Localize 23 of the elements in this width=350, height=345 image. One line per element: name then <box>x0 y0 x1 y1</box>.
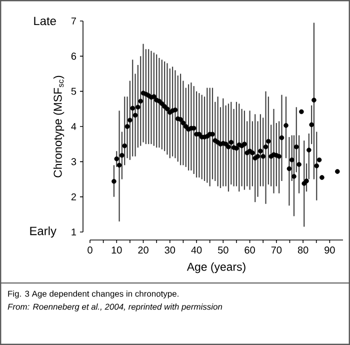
y-tick-label: 6 <box>71 52 76 60</box>
x-tick-label: 70 <box>271 246 282 254</box>
y-tick-label: 1 <box>72 228 76 236</box>
text: Early <box>30 226 56 238</box>
text: From: Roenneberg et al., 2004, reprinted with permission <box>8 304 222 312</box>
x-axis-title: Age (years) <box>186 262 246 274</box>
x-tick-label: 90 <box>324 246 335 254</box>
y-tick-label: 3 <box>71 158 76 166</box>
x-tick-label: 10 <box>112 246 122 254</box>
text: Late <box>34 16 56 26</box>
caption: Fig. 3 Age dependent changes in chronotype. <box>8 290 178 298</box>
y-tick-label: 5 <box>71 88 76 95</box>
y-tick-label: 2 <box>71 193 76 200</box>
x-tick-label: 80 <box>298 246 308 254</box>
x-tick-label: 50 <box>218 246 228 254</box>
x-tick-label: 40 <box>191 246 202 254</box>
y-tick-label: 7 <box>71 18 76 24</box>
x-tick-label: 30 <box>164 246 176 254</box>
x-tick-label: 60 <box>244 246 255 254</box>
y-axis-title: Chronotype (MSF$_{sc}$) <box>53 76 64 178</box>
x-tick-label: 20 <box>138 246 148 254</box>
y-tick-label: 4 <box>71 123 76 130</box>
x-tick-label: 0 <box>88 246 92 254</box>
